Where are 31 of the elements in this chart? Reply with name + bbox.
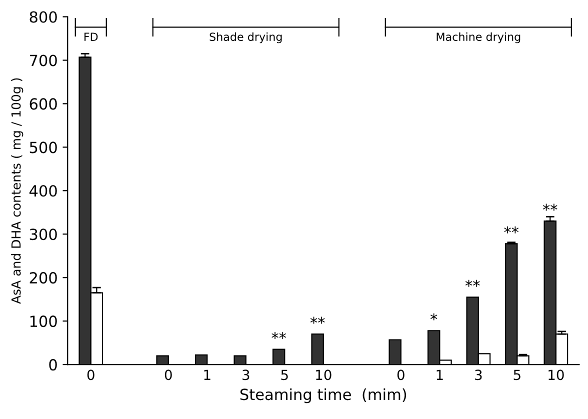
y-tick-label: 100	[30, 316, 57, 328]
x-tick-label: 5	[514, 370, 520, 380]
x-tick-label: 3	[475, 370, 482, 380]
x-axis-title: Steaming time (mim)	[240, 388, 406, 404]
x-tick-label: 1	[436, 370, 443, 380]
annotation: FD	[84, 32, 98, 41]
x-tick-label: 5	[281, 370, 288, 380]
x-tick-label: 0	[397, 370, 404, 380]
data-label: **	[310, 316, 325, 324]
annotation: Shade drying	[210, 32, 282, 44]
y-tick-label: 300	[30, 228, 57, 240]
x-tick-label: 10	[316, 370, 332, 380]
data-label: **	[465, 280, 480, 287]
y-tick-label: 600	[30, 98, 57, 110]
y-tick-label: 700	[30, 54, 57, 66]
y-tick-label: 200	[30, 272, 57, 284]
x-tick-label: 1	[204, 370, 210, 380]
x-tick-label: 10	[548, 370, 564, 380]
annotation: Machine drying	[436, 32, 520, 44]
y-tick-label: 500	[30, 142, 57, 154]
y-tick-label: 800	[30, 11, 57, 23]
x-tick-label: 0	[164, 370, 172, 380]
data-label: **	[504, 226, 519, 234]
data-label: **	[272, 332, 286, 339]
y-tick-label: 400	[29, 185, 57, 197]
y-axis-title: AsA and DHA contents ( mg / 100g )	[11, 78, 24, 304]
x-tick-label: 3	[242, 370, 250, 380]
y-tick-label: 0	[49, 358, 57, 371]
data-label: *	[430, 313, 438, 320]
x-tick-label: 0	[87, 370, 94, 380]
data-label: **	[542, 204, 558, 211]
